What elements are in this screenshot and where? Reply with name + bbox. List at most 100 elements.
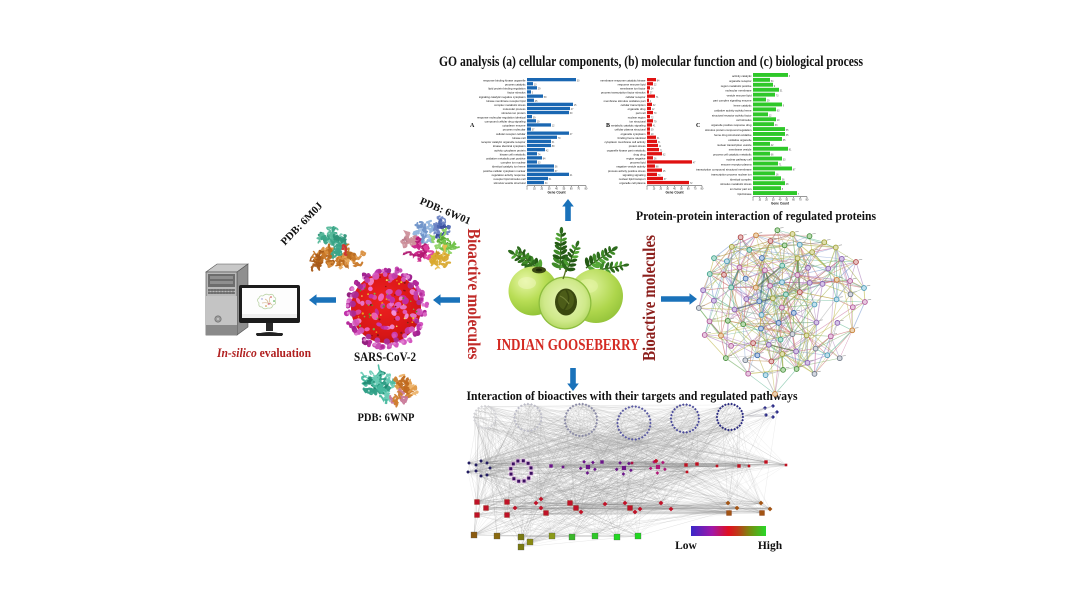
svg-text:molecular membrane: molecular membrane [725,89,752,93]
svg-text:ion factor part ion: ion factor part ion [730,187,752,191]
svg-text:kinase identical cytoplasm: kinase identical cytoplasm [493,144,526,148]
svg-text:9: 9 [783,106,785,108]
svg-text:binding heme identical: binding heme identical [618,136,646,140]
svg-text:50: 50 [680,188,683,191]
svg-text:drug drug: drug drug [634,152,646,156]
svg-text:organelle positive response dr: organelle positive response drug [711,123,752,127]
svg-text:30: 30 [772,199,775,202]
svg-text:61: 61 [552,142,555,144]
svg-text:10: 10 [653,188,656,191]
svg-text:activity catalytic: activity catalytic [732,74,752,78]
svg-text:87: 87 [793,169,796,171]
svg-text:12: 12 [652,109,655,111]
svg-text:A: A [470,123,475,129]
svg-text:28: 28 [786,184,789,186]
svg-text:oxidative activity activity he: oxidative activity activity heme [714,108,752,112]
svg-text:41: 41 [653,126,656,128]
svg-text:51: 51 [780,91,783,93]
svg-text:62: 62 [663,154,666,156]
svg-text:10: 10 [537,121,540,123]
svg-text:INDIAN GOOSEBERRY: INDIAN GOOSEBERRY [497,335,640,354]
svg-text:36: 36 [782,179,785,181]
svg-text:organelle cell plasma: organelle cell plasma [619,181,646,185]
svg-text:10: 10 [533,188,536,191]
svg-text:Gene Count: Gene Count [665,191,684,195]
svg-text:71: 71 [660,150,663,152]
svg-text:70: 70 [658,175,661,177]
svg-text:33: 33 [775,125,778,127]
svg-text:45: 45 [535,101,538,103]
svg-text:35: 35 [786,135,789,137]
svg-text:11: 11 [659,146,662,148]
svg-text:55: 55 [786,130,789,132]
svg-text:Gene Count: Gene Count [771,202,790,206]
svg-text:cell stimulus: cell stimulus [736,118,752,122]
svg-text:factor stimulus: factor stimulus [507,91,526,95]
svg-text:process catalytic: process catalytic [505,82,526,86]
svg-text:15: 15 [574,105,577,107]
svg-text:positive cellular cytoplasm nu: positive cellular cytoplasm nuclear [483,169,526,173]
svg-text:stimulus protein compound regu: stimulus protein compound regulation [705,128,752,132]
svg-text:membrane ion factor: membrane ion factor [620,87,646,91]
svg-text:71: 71 [656,97,659,99]
svg-text:79: 79 [558,138,561,140]
svg-text:70: 70 [577,188,580,191]
svg-text:complex ion nuclear: complex ion nuclear [501,161,526,165]
svg-text:20: 20 [659,188,662,191]
svg-text:molecular process: molecular process [503,107,526,111]
svg-text:72: 72 [651,117,654,119]
svg-text:heme drug structural oxidative: heme drug structural oxidative [714,133,752,137]
svg-text:Bioactive molecules: Bioactive molecules [464,229,484,360]
svg-text:10: 10 [651,134,654,136]
svg-text:66: 66 [771,155,774,157]
svg-text:identical catalytic ion heme: identical catalytic ion heme [492,165,526,169]
svg-text:47: 47 [571,109,574,111]
svg-text:50: 50 [785,199,788,202]
svg-text:80: 80 [806,199,809,202]
svg-text:complex metabolic stress: complex metabolic stress [494,103,526,107]
svg-text:receptor lipid stimulus cell: receptor lipid stimulus cell [493,177,525,181]
svg-text:67: 67 [555,171,558,173]
svg-text:organelle drug: organelle drug [628,107,646,111]
svg-text:89: 89 [552,146,555,148]
svg-text:80: 80 [701,188,704,191]
svg-text:60: 60 [570,113,573,115]
svg-text:24: 24 [651,89,654,91]
svg-text:structural receptor activity f: structural receptor activity factor [712,113,752,117]
svg-text:cytoplasm enzyme: cytoplasm enzyme [502,124,526,128]
svg-text:70: 70 [799,199,802,202]
svg-text:12: 12 [769,115,772,117]
svg-text:40: 40 [555,188,558,191]
svg-text:cytoplasm membrane cell activi: cytoplasm membrane cell activity [604,140,646,144]
svg-text:79: 79 [654,121,657,123]
svg-text:process activity positive stre: process activity positive stress [608,169,646,173]
svg-text:33: 33 [538,163,541,165]
svg-text:3: 3 [789,76,791,78]
svg-text:B: B [606,123,610,129]
svg-text:34: 34 [545,183,548,185]
svg-text:72: 72 [690,183,693,185]
svg-text:20: 20 [765,199,768,202]
svg-text:cellular receptor: cellular receptor [626,95,646,99]
svg-text:activity cytoplasm protein: activity cytoplasm protein [494,148,526,152]
svg-text:0: 0 [526,188,528,191]
svg-text:oxidative organelle: oxidative organelle [728,138,752,142]
svg-text:8: 8 [782,189,784,191]
svg-text:metabolic catalytic signaling: metabolic catalytic signaling [611,124,646,128]
svg-text:SARS-CoV-2: SARS-CoV-2 [354,350,416,364]
svg-text:kinase membrane receptor lipid: kinase membrane receptor lipid [486,99,525,103]
svg-text:lipid protein binding regulati: lipid protein binding regulation [488,87,526,91]
svg-text:59: 59 [544,97,547,99]
svg-text:0: 0 [752,199,754,202]
svg-text:39: 39 [533,117,536,119]
svg-text:part cell: part cell [636,111,646,115]
svg-text:High: High [758,540,783,552]
svg-text:59: 59 [651,130,654,132]
svg-text:membrane stimulus oxidative pa: membrane stimulus oxidative part [604,99,646,103]
svg-text:20: 20 [540,188,543,191]
svg-text:60: 60 [570,188,573,191]
svg-text:region negative: region negative [626,157,646,161]
svg-text:9: 9 [774,86,776,88]
svg-text:identical complex: identical complex [730,177,752,181]
svg-text:organelle kinase part metaboli: organelle kinase part metabolic [607,148,646,152]
